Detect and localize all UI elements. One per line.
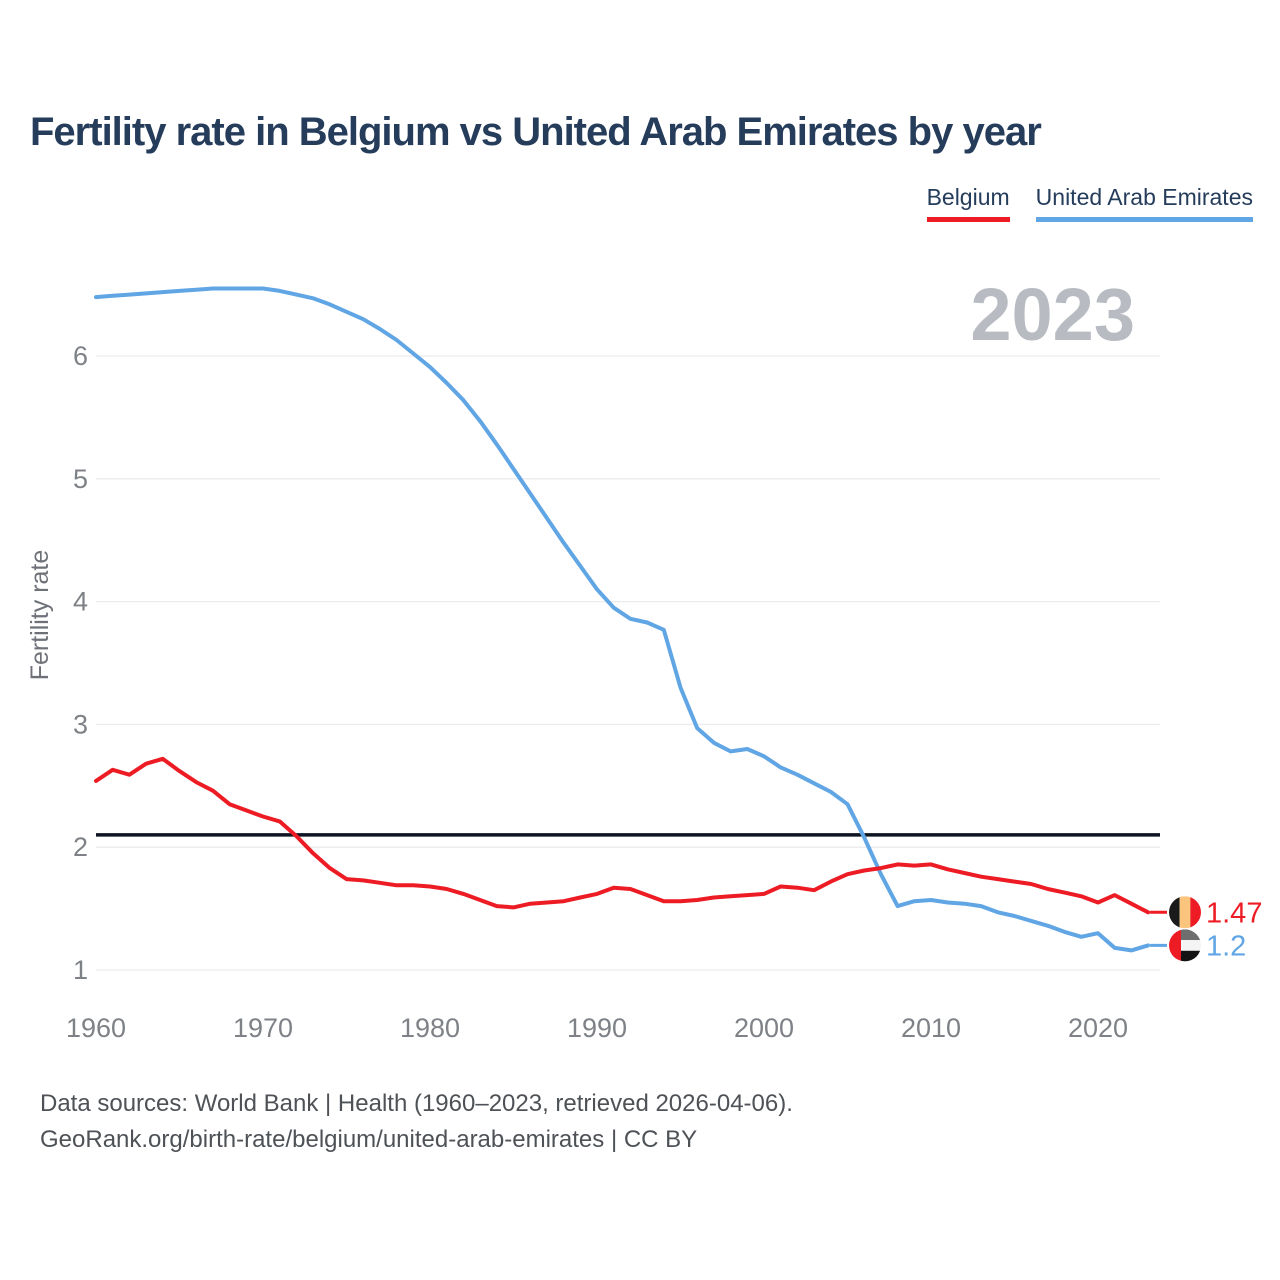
footer-attribution: GeoRank.org/birth-rate/belgium/united-ar… — [40, 1126, 698, 1153]
y-tick-label-3: 3 — [73, 709, 88, 739]
chart-title: Fertility rate in Belgium vs United Arab… — [30, 110, 1042, 154]
y-tick-label-5: 5 — [73, 464, 88, 494]
y-axis-title: Fertility rate — [26, 550, 54, 681]
legend: Belgium United Arab Emirates — [926, 184, 1253, 222]
footer-data-sources: Data sources: World Bank | Health (1960–… — [40, 1090, 793, 1117]
y-tick-label-1: 1 — [73, 955, 88, 985]
uae-flag-icon — [1169, 929, 1201, 962]
y-tick-label-4: 4 — [73, 587, 88, 617]
end-value-belgium: 1.47 — [1206, 897, 1262, 929]
x-tick-label-2020: 2020 — [1068, 1013, 1128, 1043]
year-watermark: 2023 — [970, 273, 1135, 356]
x-tick-label-1970: 1970 — [233, 1013, 293, 1043]
footer: Data sources: World Bank | Health (1960–… — [40, 1086, 793, 1158]
series-line-belgium[interactable] — [94, 756, 1151, 915]
legend-item-uae[interactable]: United Arab Emirates — [1035, 184, 1253, 222]
y-tick-label-2: 2 — [73, 832, 88, 862]
x-tick-label-2010: 2010 — [901, 1013, 961, 1043]
x-tick-label-1980: 1980 — [400, 1013, 460, 1043]
end-value-uae: 1.2 — [1206, 930, 1246, 962]
belgium-flag-icon — [1169, 896, 1201, 929]
x-tick-label-1960: 1960 — [66, 1013, 126, 1043]
y-tick-label-6: 6 — [73, 341, 88, 371]
legend-item-belgium[interactable]: Belgium — [926, 184, 1010, 222]
series-line-uae[interactable] — [94, 286, 1151, 953]
x-tick-label-2000: 2000 — [734, 1013, 794, 1043]
x-tick-label-1990: 1990 — [567, 1013, 627, 1043]
